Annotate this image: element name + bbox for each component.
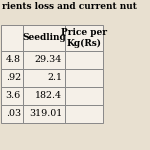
Bar: [1, 69, 23, 87]
Text: 319.01: 319.01: [29, 110, 62, 118]
Bar: [23, 87, 65, 105]
Bar: [23, 51, 65, 69]
Bar: [1, 105, 23, 123]
Bar: [65, 25, 103, 51]
Bar: [23, 105, 65, 123]
Bar: [1, 25, 23, 51]
Bar: [23, 25, 65, 51]
Text: 3.6: 3.6: [6, 92, 21, 100]
Bar: [65, 87, 103, 105]
Text: Price per
Kg(Rs): Price per Kg(Rs): [61, 28, 107, 48]
Bar: [65, 51, 103, 69]
Text: Seedling: Seedling: [22, 33, 66, 42]
Text: .03: .03: [6, 110, 21, 118]
Bar: [1, 51, 23, 69]
Bar: [65, 105, 103, 123]
Text: .92: .92: [6, 74, 21, 82]
Bar: [65, 69, 103, 87]
Text: rients loss and current nut: rients loss and current nut: [2, 2, 137, 11]
Text: 182.4: 182.4: [35, 92, 62, 100]
Bar: [23, 69, 65, 87]
Text: 4.8: 4.8: [6, 56, 21, 64]
Bar: [1, 87, 23, 105]
Text: 2.1: 2.1: [47, 74, 62, 82]
Text: 29.34: 29.34: [35, 56, 62, 64]
